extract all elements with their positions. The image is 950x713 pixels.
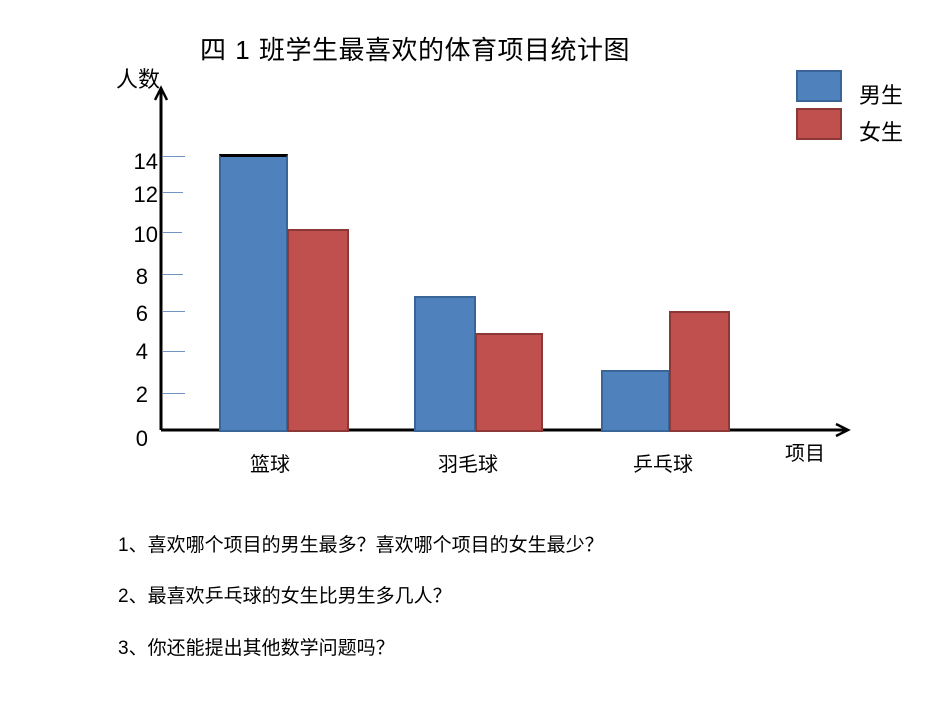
bar-pingpong-girls xyxy=(669,311,730,432)
bar-pingpong-boys xyxy=(601,370,670,432)
y-tick-label: 4 xyxy=(135,339,148,364)
x-axis-arrow-icon xyxy=(835,422,851,438)
y-tick-label: 2 xyxy=(135,382,148,407)
question-1: 1、喜欢哪个项目的男生最多？喜欢哪个项目的女生最少？ xyxy=(118,534,604,556)
y-tick-label: 14 xyxy=(133,149,158,174)
y-tick-label: 12 xyxy=(133,182,158,207)
category-label-basketball: 篮球 xyxy=(250,452,290,476)
category-label-pingpong: 乒乓球 xyxy=(633,452,693,476)
bar-basketball-boys xyxy=(219,154,288,432)
y-tick-12 xyxy=(163,192,183,193)
y-tick-8 xyxy=(163,274,183,275)
legend-swatch-boys xyxy=(796,70,842,102)
y-tick-label: 8 xyxy=(135,264,148,289)
y-tick-2 xyxy=(163,393,185,394)
y-tick-10 xyxy=(163,232,182,233)
bar-basketball-girls xyxy=(287,229,349,432)
y-tick-4 xyxy=(163,351,185,352)
legend-swatch-girls xyxy=(796,108,842,140)
y-tick-14 xyxy=(163,156,185,157)
y-axis-arrow-icon xyxy=(153,85,169,101)
legend-label-girls: 女生 xyxy=(859,121,904,146)
x-axis-label: 项目 xyxy=(785,441,825,465)
bar-badminton-girls xyxy=(475,333,543,432)
question-2: 2、最喜欢乒乓球的女生比男生多几人？ xyxy=(118,585,452,607)
y-tick-label: 0 xyxy=(135,426,148,451)
y-axis-label: 人数 xyxy=(116,68,161,93)
legend-label-boys: 男生 xyxy=(859,84,904,109)
category-label-badminton: 羽毛球 xyxy=(438,452,498,476)
chart-title: 四 1 班学生最喜欢的体育项目统计图 xyxy=(200,35,630,66)
y-tick-label: 6 xyxy=(135,301,148,326)
bar-badminton-boys xyxy=(414,296,476,432)
y-tick-label: 10 xyxy=(133,222,158,247)
question-3: 3、你还能提出其他数学问题吗？ xyxy=(118,637,395,659)
y-tick-6 xyxy=(163,311,185,312)
